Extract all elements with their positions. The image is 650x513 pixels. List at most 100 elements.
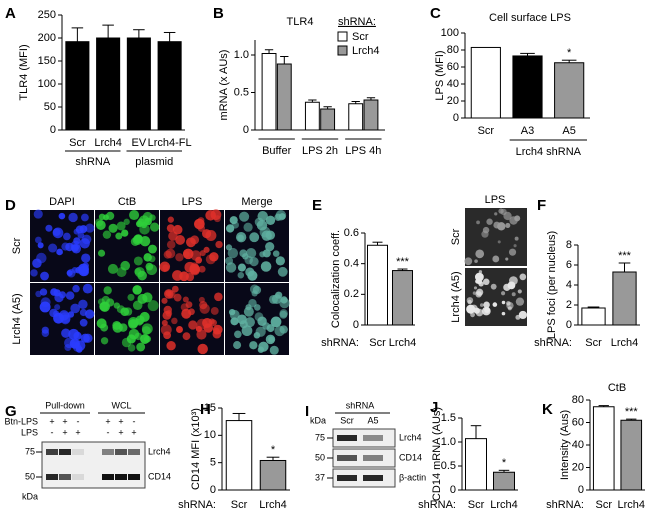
cell xyxy=(199,303,210,314)
cell xyxy=(61,328,71,338)
y-tick-label: 20 xyxy=(447,95,459,107)
y-tick-label: 10 xyxy=(204,429,216,441)
legend-label: Lrch4 xyxy=(352,45,380,57)
cell xyxy=(80,213,89,222)
cell xyxy=(141,323,153,335)
y-tick-label: 0 xyxy=(243,124,249,136)
cell xyxy=(70,303,80,314)
cell xyxy=(137,293,148,304)
row-label: Lrch4 (A5) xyxy=(11,293,23,344)
band xyxy=(337,455,357,461)
x-tick-label: EV xyxy=(132,137,147,149)
cell xyxy=(188,320,198,330)
cell xyxy=(121,337,132,348)
cell xyxy=(103,214,110,221)
focus xyxy=(474,259,478,263)
cell xyxy=(40,271,49,281)
y-tick-label: 200 xyxy=(38,32,56,44)
y-axis-label: Colocalization coeff. xyxy=(330,230,342,328)
cell xyxy=(257,346,265,353)
group-label: Lrch4 shRNA xyxy=(516,146,582,158)
focus xyxy=(497,240,501,244)
cell xyxy=(48,243,58,253)
band-label: β-actin xyxy=(399,472,426,482)
cell xyxy=(243,306,254,317)
cell xyxy=(66,269,73,277)
cell xyxy=(30,269,38,277)
focus xyxy=(476,288,484,296)
focus xyxy=(513,244,517,248)
significance-label: * xyxy=(271,444,276,456)
cell xyxy=(123,307,133,316)
cell xyxy=(237,263,246,272)
cell xyxy=(81,253,91,263)
focus xyxy=(476,220,480,225)
cell xyxy=(215,240,223,249)
condition-sign: - xyxy=(107,427,110,437)
marker-label: 50 xyxy=(25,471,35,481)
band xyxy=(115,449,127,455)
unit-label: kDa xyxy=(22,491,38,501)
bar xyxy=(304,101,320,131)
cell xyxy=(275,256,286,266)
focus xyxy=(505,222,511,228)
cell xyxy=(198,265,206,273)
bar xyxy=(261,53,277,131)
bar xyxy=(126,37,151,131)
cell xyxy=(205,230,217,242)
image-title: LPS xyxy=(485,194,506,206)
cell xyxy=(127,293,135,301)
cell xyxy=(108,223,118,233)
cell xyxy=(278,213,286,220)
x-tick-label: LPS 2h xyxy=(302,145,338,157)
cell xyxy=(159,261,171,273)
band-label: Lrch4 xyxy=(148,446,171,456)
focus xyxy=(514,236,519,241)
band xyxy=(46,474,58,480)
significance-label: *** xyxy=(618,250,632,262)
chart-title: Cell surface LPS xyxy=(489,12,571,24)
cell xyxy=(172,270,183,281)
cell xyxy=(270,316,282,328)
y-tick-label: 0.5 xyxy=(441,460,456,472)
condition-sign: + xyxy=(62,427,67,437)
cell xyxy=(165,290,172,297)
cell xyxy=(113,302,120,309)
panel-letter: E xyxy=(312,197,322,214)
cell xyxy=(143,253,152,262)
bar xyxy=(612,271,637,326)
cell xyxy=(102,230,112,239)
band-label: Lrch4 xyxy=(399,432,422,442)
bar xyxy=(363,99,379,131)
column-header: Merge xyxy=(241,196,272,208)
x-axis-label: shRNA: xyxy=(534,337,572,349)
y-tick-label: 1.5 xyxy=(441,412,456,424)
y-tick-label: 5 xyxy=(210,457,216,469)
band xyxy=(363,475,383,481)
cell xyxy=(197,217,205,224)
cell xyxy=(79,318,88,327)
bar xyxy=(96,37,121,131)
focus xyxy=(474,272,484,282)
cell xyxy=(36,252,47,264)
bar xyxy=(225,420,253,491)
legend-label: Scr xyxy=(352,31,369,43)
cell xyxy=(189,263,200,275)
bar xyxy=(465,438,487,491)
cell xyxy=(254,312,264,322)
focus xyxy=(492,255,500,263)
cell xyxy=(172,224,183,235)
cell xyxy=(235,232,247,243)
unit-label: kDa xyxy=(310,415,326,425)
marker-label: 75 xyxy=(25,446,35,456)
focus xyxy=(492,302,498,307)
bar xyxy=(157,41,182,131)
cell xyxy=(73,228,80,235)
column-header: LPS xyxy=(182,196,203,208)
focus xyxy=(483,301,490,309)
condition-sign: + xyxy=(75,427,80,437)
cell xyxy=(95,220,106,230)
cell xyxy=(188,308,195,316)
cell xyxy=(210,209,222,221)
panel-letter: B xyxy=(213,5,224,22)
